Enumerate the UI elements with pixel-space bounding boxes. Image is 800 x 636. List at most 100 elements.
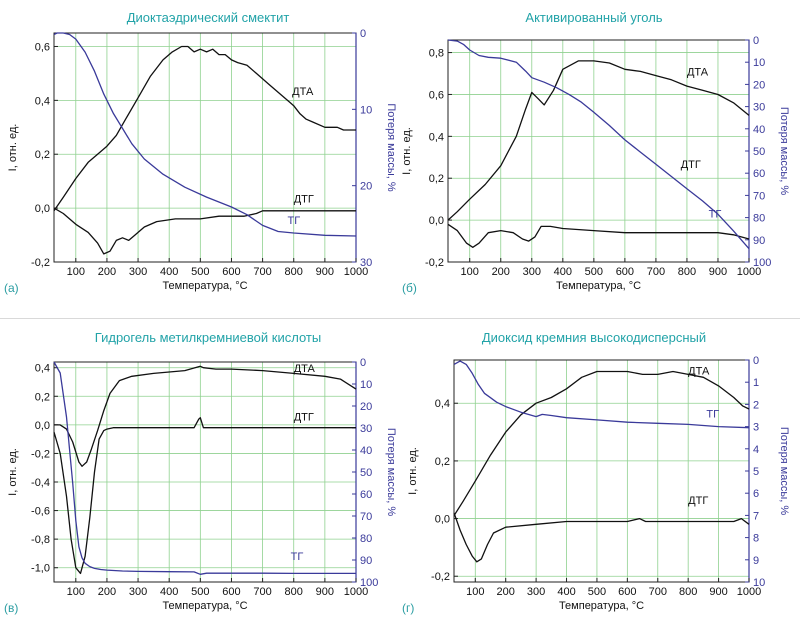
y2-tick-label: 30: [360, 257, 372, 269]
x-tick-label: 700: [253, 266, 271, 278]
y-axis-title: I, отн. ед.: [401, 127, 413, 175]
y2-tick-label: 0: [753, 355, 759, 367]
panel-b: Активированный уголь (б) 100 200 300 400 500…: [401, 10, 790, 295]
panel-title: Диоксид кремния высокодисперсный: [482, 330, 706, 345]
series-label-tg: ТГ: [709, 209, 722, 221]
y2-tick-label: 6: [753, 488, 759, 500]
x-tick-label: 700: [253, 586, 271, 598]
x-tick-label: 400: [160, 266, 178, 278]
x-tick-label: 800: [285, 266, 303, 278]
series-line-dta: [54, 365, 357, 467]
y-tick-label: 0,4: [35, 363, 50, 375]
x-tick-label: 400: [160, 586, 178, 598]
series-label-dtg: ДТГ: [294, 412, 314, 424]
y2-tick-label: 9: [753, 555, 759, 567]
x-tick-label: 500: [588, 586, 606, 598]
y-tick-label: -0,2: [31, 257, 50, 269]
x-tick-label: 500: [585, 266, 603, 278]
x-tick-label: 600: [222, 586, 240, 598]
x-tick-label: 400: [557, 586, 575, 598]
y2-tick-label: 7: [753, 510, 759, 522]
y-tick-label: -1,0: [31, 563, 50, 575]
y2-tick-label: 90: [753, 235, 765, 247]
x-tick-label: 900: [316, 586, 334, 598]
x-tick-label: 100: [461, 266, 479, 278]
x-tick-label: 700: [649, 586, 667, 598]
y2-axis-title: Потеря массы, %: [385, 428, 397, 517]
y2-tick-label: 0: [360, 28, 366, 40]
x-tick-label: 700: [647, 266, 665, 278]
series-line-tg: [53, 32, 357, 237]
y-axis-title: I, отн. ед.: [407, 447, 419, 495]
x-tick-label: 1000: [737, 586, 761, 598]
x-tick-label: 200: [492, 266, 510, 278]
x-tick-label: 600: [618, 586, 636, 598]
y-tick-label: -0,4: [31, 477, 50, 489]
y2-tick-label: 60: [360, 489, 372, 501]
y2-tick-label: 10: [753, 57, 765, 69]
y-tick-label: -0,6: [31, 506, 50, 518]
x-axis-title: Температура, °С: [162, 600, 247, 612]
y-tick-label: 0,0: [429, 215, 444, 227]
y-axis-title: I, отн. ед.: [7, 124, 19, 172]
y2-tick-label: 0: [360, 357, 366, 369]
y2-tick-label: 10: [360, 379, 372, 391]
series-line-dtg: [53, 417, 356, 575]
x-tick-label: 100: [466, 586, 484, 598]
plot-frame: [53, 361, 357, 583]
x-axis-title: Температура, °С: [162, 280, 247, 292]
x-tick-label: 300: [129, 586, 147, 598]
y2-tick-label: 5: [753, 466, 759, 478]
x-tick-label: 300: [523, 266, 541, 278]
series-label-dta: ДТА: [294, 363, 316, 375]
x-tick-label: 600: [222, 266, 240, 278]
x-axis-title: Температура, °С: [556, 280, 641, 292]
panel-divider: [0, 318, 800, 319]
panel-title: Гидрогель метилкремниевой кислоты: [95, 330, 321, 345]
y2-tick-label: 80: [753, 213, 765, 225]
plot-frame: [453, 359, 750, 583]
series-line-dtg: [447, 223, 750, 248]
x-tick-label: 300: [527, 586, 545, 598]
y-tick-label: 0,4: [35, 95, 50, 107]
y2-tick-label: 40: [360, 445, 372, 457]
series-line-tg: [453, 360, 750, 429]
panel-d: Диоксид кремния высокодисперсный (г) 100…: [402, 330, 790, 615]
x-tick-label: 900: [709, 266, 727, 278]
panel-label: (в): [4, 601, 18, 615]
y-tick-label: 0,2: [35, 391, 50, 403]
series-label-dtg: ДТГ: [681, 159, 701, 171]
series-line-tg: [447, 39, 750, 250]
series-label-dtg: ДТГ: [688, 495, 708, 507]
y2-tick-label: 70: [753, 190, 765, 202]
y-tick-label: 0,8: [429, 48, 444, 60]
x-tick-label: 100: [67, 266, 85, 278]
y2-tick-label: 2: [753, 399, 759, 411]
y-tick-label: 0,6: [35, 41, 50, 53]
y2-tick-label: 10: [360, 104, 372, 116]
series-label-tg: ТГ: [706, 409, 719, 421]
panel-label: (г): [402, 601, 414, 615]
y2-tick-label: 0: [753, 35, 759, 47]
y-tick-label: 0,0: [435, 514, 450, 526]
panel-label: (б): [402, 281, 417, 295]
y2-tick-label: 50: [753, 146, 765, 158]
series-line-tg: [53, 361, 356, 575]
x-tick-label: 200: [497, 586, 515, 598]
series-line-dta: [453, 370, 750, 517]
y-axis-title: I, отн. ед.: [7, 448, 19, 496]
y-tick-label: -0,8: [31, 534, 50, 546]
x-axis-title: Температура, °С: [559, 600, 644, 612]
x-tick-label: 800: [679, 586, 697, 598]
panel-title: Активированный уголь: [525, 10, 662, 25]
panel-title: Диоктаэдрический смектит: [127, 10, 290, 25]
y2-tick-label: 8: [753, 533, 759, 545]
x-tick-label: 900: [709, 586, 727, 598]
series-line-dta: [447, 60, 750, 221]
panel-label: (а): [4, 281, 19, 295]
y2-tick-label: 100: [360, 577, 378, 589]
y2-tick-label: 40: [753, 124, 765, 136]
y2-tick-label: 70: [360, 511, 372, 523]
x-tick-label: 400: [554, 266, 572, 278]
series-label-dta: ДТА: [687, 67, 709, 79]
